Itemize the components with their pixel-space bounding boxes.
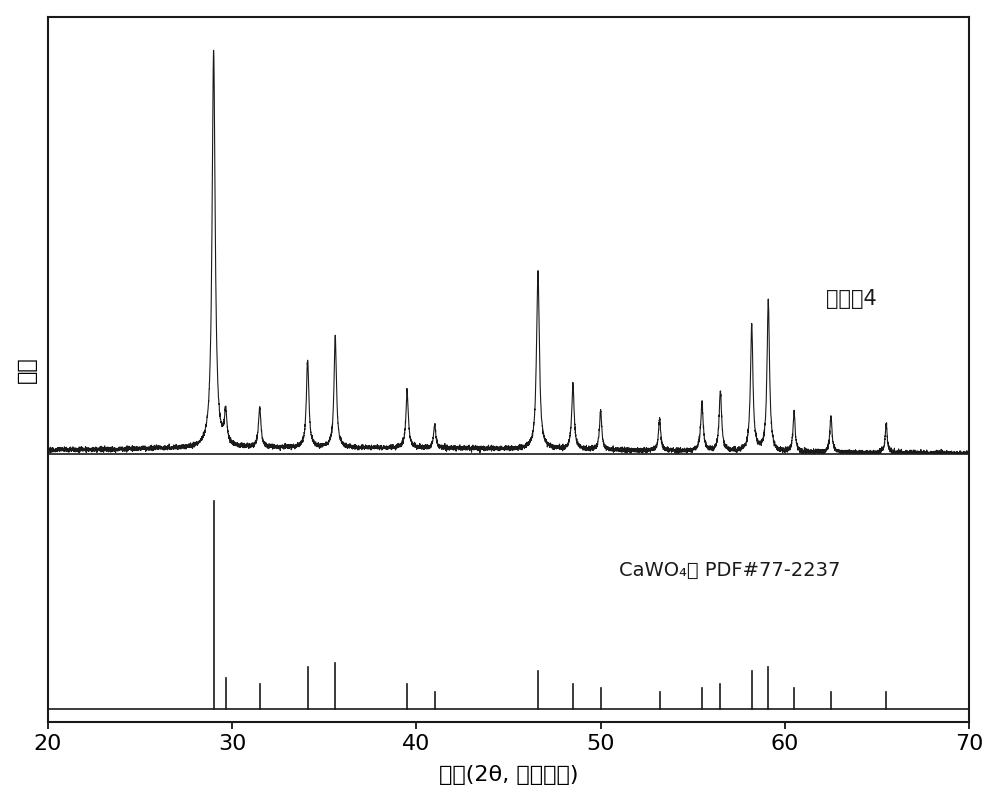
Text: CaWO₄： PDF#77-2237: CaWO₄： PDF#77-2237 bbox=[619, 561, 840, 580]
Text: 实施入4: 实施入4 bbox=[826, 289, 877, 309]
X-axis label: 角度(2θ, 单位：度): 角度(2θ, 单位：度) bbox=[439, 765, 578, 785]
Y-axis label: 强度: 强度 bbox=[17, 356, 37, 383]
